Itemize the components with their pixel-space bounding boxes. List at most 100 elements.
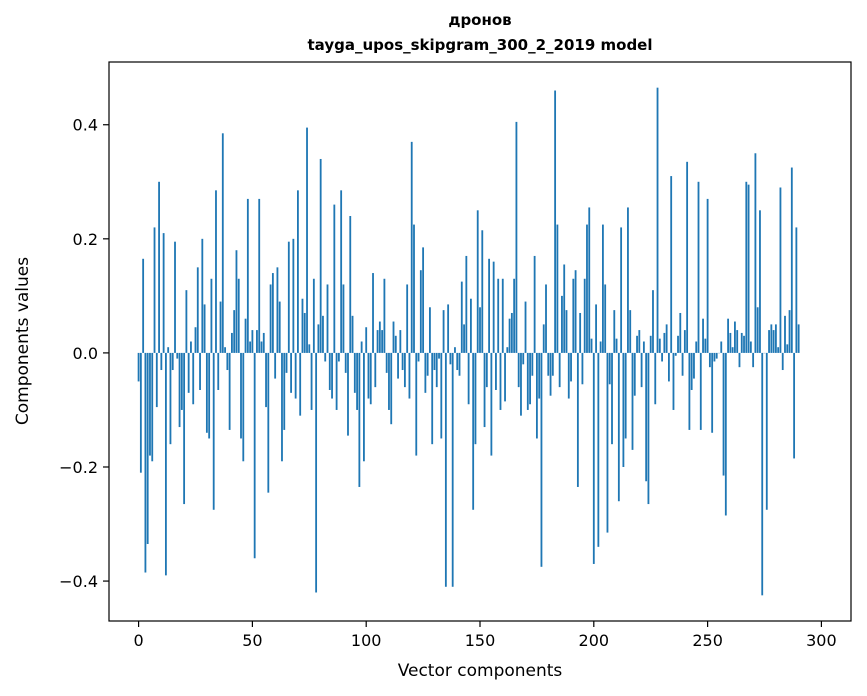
bar (658, 338, 661, 353)
bar (267, 352, 270, 493)
bar (501, 278, 504, 353)
bar (479, 307, 481, 353)
bar (226, 352, 229, 371)
y-tick-label: 0.2 (73, 230, 98, 249)
bar (185, 290, 188, 353)
bar (606, 352, 609, 533)
bar (251, 330, 254, 353)
bar (754, 153, 757, 353)
bar (772, 330, 775, 353)
bar (358, 352, 361, 487)
bar (745, 181, 748, 353)
bar (337, 352, 340, 362)
bar (513, 278, 516, 353)
bar (447, 304, 450, 353)
bar (199, 352, 201, 390)
bar (146, 352, 149, 544)
bar (399, 330, 402, 353)
bar (378, 321, 381, 353)
bar (642, 341, 645, 353)
bar (372, 273, 374, 353)
bar (351, 315, 354, 353)
bar (187, 352, 190, 393)
bar (774, 324, 777, 353)
bar (426, 352, 429, 376)
bar (271, 273, 274, 353)
bar (554, 90, 557, 353)
x-tick-label: 300 (806, 631, 837, 650)
bar (784, 315, 786, 353)
bar (365, 327, 368, 353)
bar (535, 352, 538, 439)
y-axis: −0.4 −0.2 0.0 0.2 0.4 (59, 116, 109, 591)
bar (456, 352, 459, 371)
bar (419, 270, 422, 353)
bar (499, 352, 502, 410)
bar (283, 352, 286, 430)
bar (699, 352, 702, 430)
bar (633, 352, 636, 396)
bar (595, 304, 597, 353)
bar (679, 312, 682, 353)
bar (777, 347, 780, 353)
bar (394, 335, 397, 353)
bar (388, 352, 390, 410)
bar (458, 352, 461, 376)
bar (547, 352, 550, 376)
bar (570, 352, 572, 382)
bar (617, 352, 620, 502)
bar (151, 352, 154, 462)
x-tick-label: 250 (692, 631, 723, 650)
bar (510, 312, 513, 353)
bar (299, 352, 302, 416)
bar (142, 258, 145, 353)
bar (155, 352, 158, 408)
bar (556, 224, 559, 353)
bar (545, 284, 547, 353)
bar (194, 327, 197, 353)
bar (410, 141, 413, 353)
bar (729, 332, 732, 353)
bar (574, 270, 577, 353)
bar (449, 352, 452, 365)
bar (724, 352, 727, 516)
bar (670, 176, 673, 353)
bar (417, 352, 420, 362)
bar (301, 298, 304, 353)
bar (524, 301, 527, 353)
bar (465, 255, 468, 353)
bar (656, 87, 659, 353)
bar (144, 352, 147, 573)
bar (415, 352, 418, 456)
bar (645, 352, 648, 482)
bar (529, 352, 531, 405)
y-tick-label: 0.4 (73, 116, 98, 135)
bar (192, 352, 195, 405)
bar (278, 301, 281, 353)
bar (274, 352, 277, 379)
bar (306, 127, 308, 353)
bar (661, 352, 663, 362)
bar (711, 352, 714, 433)
bar (215, 190, 217, 353)
bar (190, 341, 192, 353)
bar (488, 258, 491, 353)
bar (622, 352, 625, 467)
bar (654, 352, 657, 405)
bar (429, 307, 431, 353)
bar (797, 324, 800, 353)
bar (287, 241, 290, 353)
chart-title: дронов (448, 11, 511, 29)
bar (342, 284, 345, 353)
bar (406, 284, 409, 353)
bar (472, 352, 475, 510)
bar (167, 347, 170, 353)
bar (704, 338, 707, 353)
bar (492, 261, 495, 353)
bar (333, 204, 336, 353)
bar (786, 344, 789, 353)
bar (335, 352, 338, 410)
bar (649, 335, 652, 353)
bar (576, 352, 579, 487)
